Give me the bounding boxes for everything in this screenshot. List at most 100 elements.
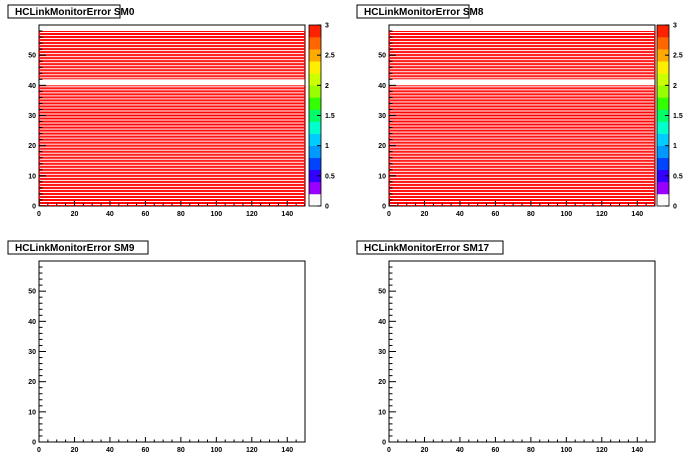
x-tick-label: 100 bbox=[560, 211, 572, 218]
colorbar-swatch bbox=[657, 109, 669, 122]
cell-row bbox=[39, 64, 305, 68]
colorbar-swatch bbox=[657, 169, 669, 183]
colorbar-tick-label: 3 bbox=[325, 23, 329, 30]
colorbar-swatch bbox=[309, 61, 321, 74]
cell-row bbox=[389, 85, 655, 89]
title-box bbox=[7, 4, 121, 19]
y-tick-label: 0 bbox=[382, 440, 386, 447]
x-tick-label: 100 bbox=[210, 211, 222, 218]
y-tick-label: 50 bbox=[378, 289, 386, 296]
cell-row bbox=[389, 46, 655, 50]
x-tick-label: 80 bbox=[177, 447, 185, 454]
cell-row bbox=[39, 106, 305, 110]
y-tick-label: 20 bbox=[378, 143, 386, 150]
colorbar-swatch bbox=[309, 49, 321, 62]
cell-row bbox=[39, 175, 305, 179]
cell-row bbox=[39, 91, 305, 95]
cell-row bbox=[39, 196, 305, 200]
colorbar-swatch bbox=[309, 121, 321, 134]
cell-row bbox=[389, 178, 655, 182]
y-tick-label: 10 bbox=[28, 173, 36, 180]
colorbar-swatch bbox=[657, 97, 669, 110]
cell-row bbox=[39, 130, 305, 134]
colorbar-tick-label: 0.5 bbox=[325, 173, 335, 180]
cell-row bbox=[389, 94, 655, 98]
cell-row bbox=[389, 76, 655, 80]
colorbar-tick-label: 1.5 bbox=[673, 113, 683, 120]
y-tick-label: 40 bbox=[378, 83, 386, 90]
cell-row bbox=[39, 136, 305, 140]
cell-row bbox=[389, 40, 655, 44]
x-tick-label: 120 bbox=[246, 447, 258, 454]
cell-row bbox=[39, 115, 305, 119]
y-tick-label: 40 bbox=[28, 319, 36, 326]
panel-title: HCLinkMonitorError SM17 bbox=[364, 243, 489, 254]
cell-row bbox=[39, 187, 305, 191]
colorbar-swatch bbox=[309, 193, 321, 207]
cell-row bbox=[389, 151, 655, 155]
colorbar-swatch bbox=[309, 97, 321, 110]
colorbar-swatch bbox=[309, 109, 321, 122]
cell-row bbox=[39, 118, 305, 122]
cell-row bbox=[389, 52, 655, 56]
cell-row bbox=[389, 193, 655, 197]
cell-row bbox=[389, 118, 655, 122]
colorbar-swatch bbox=[309, 73, 321, 86]
cell-row bbox=[39, 157, 305, 161]
cell-row bbox=[39, 148, 305, 152]
colorbar-swatch bbox=[657, 61, 669, 74]
colorbar-swatch bbox=[657, 49, 669, 62]
cell-row bbox=[389, 121, 655, 125]
cell-row bbox=[389, 190, 655, 194]
cell-row bbox=[39, 145, 305, 149]
panel-title: HCLinkMonitorError SM9 bbox=[15, 243, 135, 254]
x-tick-label: 60 bbox=[492, 447, 500, 454]
colorbar-tick-label: 1 bbox=[673, 143, 677, 150]
colorbar-swatch bbox=[657, 157, 669, 171]
cell-row bbox=[39, 34, 305, 38]
cell-row bbox=[39, 151, 305, 155]
cell-row bbox=[389, 154, 655, 158]
cell-row bbox=[39, 46, 305, 50]
cell-row bbox=[389, 70, 655, 74]
y-tick-label: 0 bbox=[32, 440, 36, 447]
cell-row bbox=[39, 100, 305, 104]
x-tick-label: 40 bbox=[106, 211, 114, 218]
cell-row bbox=[389, 109, 655, 113]
y-tick-label: 30 bbox=[28, 349, 36, 356]
x-tick-label: 140 bbox=[631, 447, 643, 454]
cell-row bbox=[39, 67, 305, 71]
colorbar-tick-label: 1.5 bbox=[325, 113, 335, 120]
title-box bbox=[356, 240, 504, 255]
cell-row bbox=[389, 73, 655, 77]
colorbar-swatch bbox=[309, 145, 321, 159]
colorbar-swatch bbox=[309, 133, 321, 146]
cell-row bbox=[39, 112, 305, 116]
colorbar-swatch bbox=[657, 121, 669, 134]
cell-row bbox=[389, 115, 655, 119]
cell-row bbox=[389, 61, 655, 65]
cell-row bbox=[389, 139, 655, 143]
cell-row bbox=[389, 136, 655, 140]
y-tick-label: 20 bbox=[28, 143, 36, 150]
cell-row bbox=[389, 55, 655, 59]
cell-row bbox=[39, 160, 305, 164]
colorbar-swatch bbox=[309, 85, 321, 98]
plot-frame bbox=[38, 260, 306, 443]
cell-row bbox=[39, 124, 305, 128]
cell-row bbox=[39, 121, 305, 125]
title-box bbox=[356, 4, 470, 19]
x-tick-label: 60 bbox=[492, 211, 500, 218]
cell-row bbox=[389, 196, 655, 200]
cell-row bbox=[389, 148, 655, 152]
x-tick-label: 60 bbox=[142, 447, 150, 454]
cell-row bbox=[39, 142, 305, 146]
cell-row bbox=[389, 163, 655, 167]
cell-row bbox=[39, 181, 305, 185]
y-tick-label: 10 bbox=[28, 409, 36, 416]
cell-row bbox=[39, 163, 305, 167]
y-tick-label: 10 bbox=[378, 173, 386, 180]
title-box bbox=[7, 240, 149, 255]
x-tick-label: 60 bbox=[142, 211, 150, 218]
